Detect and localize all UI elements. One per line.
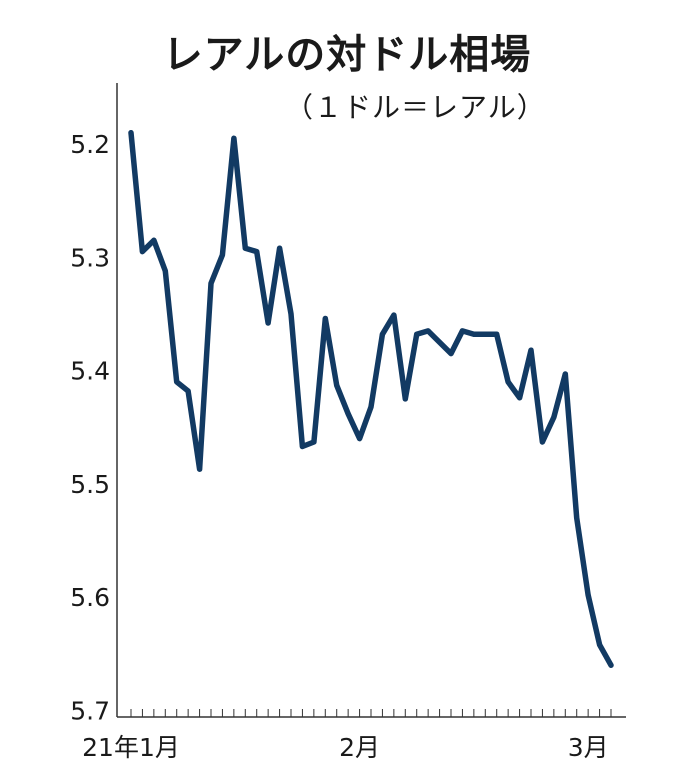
data-point [471,331,477,337]
data-point [174,379,180,385]
data-point [299,444,305,450]
data-point [242,245,248,251]
data-point [265,320,271,326]
unit-label: （１ドル＝レアル） [285,91,546,124]
data-point [597,642,603,648]
data-point [128,130,134,136]
data-point [437,339,443,345]
data-point [551,414,557,420]
data-point [345,411,351,417]
data-point [494,331,500,337]
data-point [585,592,591,598]
data-point [528,347,534,353]
data-point [391,312,397,318]
y-tick-label: 5.7 [70,697,110,726]
x-tick-label: 2月 [339,733,380,762]
data-point [574,515,580,521]
chart-title: レアルの対ドル相場 [162,32,532,78]
data-point [334,382,340,388]
data-point [402,396,408,402]
y-tick-label: 5.3 [70,243,110,272]
data-point [277,245,283,251]
data-point [539,439,545,445]
data-point [368,404,374,410]
data-point [139,249,145,255]
data-point [162,268,168,274]
data-point [448,351,454,357]
y-tick-label: 5.5 [70,470,110,499]
data-point [482,331,488,337]
data-point [151,237,157,243]
data-point [505,379,511,385]
x-axis: 21年1月 2月 3月 [82,709,626,762]
y-tick-label: 5.6 [70,583,110,612]
data-point [288,311,294,317]
y-axis: 5.2 5.3 5.4 5.5 5.6 5.7 [70,83,118,726]
data-point [608,662,614,668]
data-point [357,436,363,442]
x-tick-label: 3月 [568,733,609,762]
data-point [197,466,203,472]
data-point [322,315,328,321]
data-point [414,331,420,337]
data-point [459,328,465,334]
data-point [311,439,317,445]
data-point [379,331,385,337]
x-tick-label: 21年1月 [82,733,180,762]
data-point [208,280,214,286]
y-tick-label: 5.4 [70,357,110,386]
data-point [219,252,225,258]
data-point [231,135,237,141]
data-point [562,371,568,377]
series [128,129,614,668]
data-point [185,388,191,394]
y-tick-label: 5.2 [70,130,110,159]
data-point [425,328,431,334]
data-point [254,249,260,255]
data-point [517,395,523,401]
series-line [128,129,614,668]
